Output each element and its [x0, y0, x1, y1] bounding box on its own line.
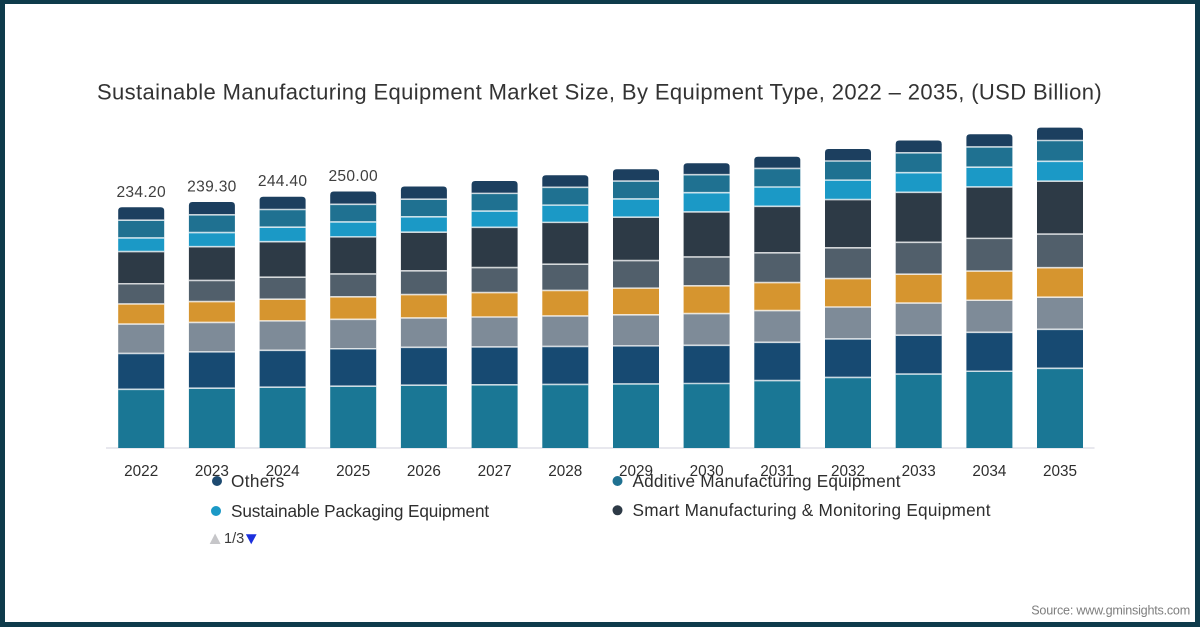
svg-text:Sustainable Packaging Equipmen: Sustainable Packaging Equipment	[231, 501, 489, 521]
svg-text:1/3: 1/3	[224, 531, 244, 547]
svg-text:2032: 2032	[831, 463, 865, 480]
svg-text:Additive Manufacturing Equipme: Additive Manufacturing Equipment	[633, 471, 901, 491]
svg-text:2030: 2030	[690, 463, 724, 480]
svg-text:2024: 2024	[266, 463, 301, 480]
svg-text:Smart Manufacturing & Monitori: Smart Manufacturing & Monitoring Equipme…	[633, 500, 991, 520]
svg-text:2022: 2022	[124, 463, 158, 480]
svg-text:250.00: 250.00	[328, 168, 378, 185]
svg-text:Source: www.gminsights.com: Source: www.gminsights.com	[1031, 604, 1190, 618]
svg-text:239.30: 239.30	[187, 179, 237, 196]
svg-text:2034: 2034	[972, 463, 1007, 480]
svg-text:2033: 2033	[902, 463, 936, 480]
svg-text:2028: 2028	[548, 463, 582, 480]
svg-text:2025: 2025	[336, 463, 370, 480]
svg-text:234.20: 234.20	[116, 184, 166, 201]
svg-text:Others: Others	[231, 471, 285, 491]
svg-text:2023: 2023	[195, 463, 229, 480]
svg-text:244.40: 244.40	[258, 173, 308, 190]
svg-text:2035: 2035	[1043, 463, 1077, 480]
svg-text:2027: 2027	[478, 463, 512, 480]
svg-text:2031: 2031	[760, 463, 794, 480]
svg-text:2026: 2026	[407, 463, 441, 480]
svg-text:Sustainable Manufacturing Equi: Sustainable Manufacturing Equipment Mark…	[97, 80, 1102, 105]
svg-text:2029: 2029	[619, 463, 653, 480]
